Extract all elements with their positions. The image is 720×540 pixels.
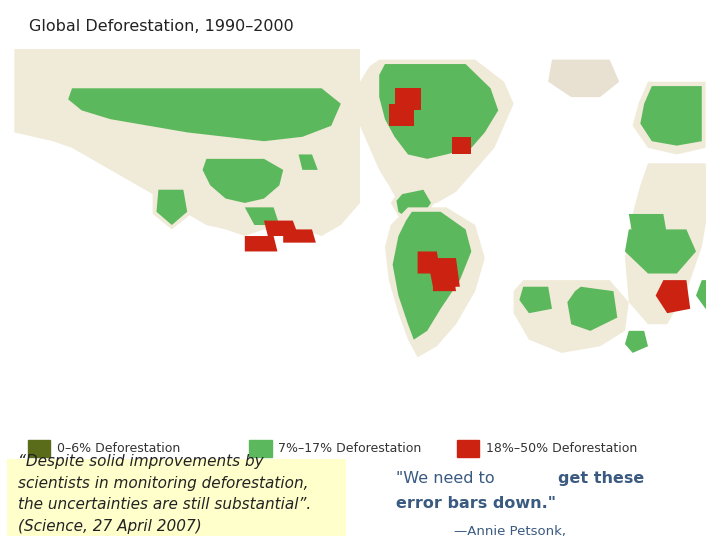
Text: get these: get these	[558, 471, 644, 487]
Polygon shape	[625, 230, 696, 273]
Polygon shape	[418, 252, 441, 273]
Text: 7%–17% Deforestation: 7%–17% Deforestation	[279, 442, 422, 455]
Text: 0–6% Deforestation: 0–6% Deforestation	[58, 442, 181, 455]
Polygon shape	[433, 265, 456, 291]
Polygon shape	[202, 159, 283, 203]
Polygon shape	[299, 154, 318, 170]
Polygon shape	[640, 86, 702, 146]
Text: error bars down.": error bars down."	[396, 496, 556, 511]
Polygon shape	[696, 280, 719, 309]
Polygon shape	[633, 82, 706, 154]
Text: "We need to: "We need to	[396, 471, 500, 487]
Polygon shape	[245, 207, 279, 225]
Bar	[7, 459, 346, 536]
Polygon shape	[153, 185, 191, 230]
Polygon shape	[283, 230, 316, 242]
Text: 18%–50% Deforestation: 18%–50% Deforestation	[486, 442, 637, 455]
Polygon shape	[452, 137, 472, 154]
Polygon shape	[629, 214, 667, 236]
Polygon shape	[264, 221, 299, 236]
Polygon shape	[427, 258, 460, 287]
Polygon shape	[379, 64, 498, 159]
Polygon shape	[14, 49, 360, 236]
Polygon shape	[385, 207, 485, 357]
Text: “Despite solid improvements by
scientists in monitoring deforestation,
the uncer: “Despite solid improvements by scientist…	[18, 454, 311, 534]
Polygon shape	[68, 88, 341, 141]
Text: Global Deforestation, 1990–2000: Global Deforestation, 1990–2000	[29, 19, 294, 34]
Bar	[249, 440, 271, 457]
Polygon shape	[397, 190, 431, 218]
Bar	[28, 440, 50, 457]
Polygon shape	[513, 280, 629, 353]
Polygon shape	[625, 163, 709, 324]
Polygon shape	[656, 280, 690, 313]
Polygon shape	[156, 190, 187, 225]
Polygon shape	[567, 287, 617, 331]
Polygon shape	[392, 212, 472, 340]
Polygon shape	[245, 236, 277, 252]
Polygon shape	[395, 88, 421, 110]
Polygon shape	[356, 59, 513, 207]
Polygon shape	[625, 331, 648, 353]
Text: —Annie Petsonk,
Environmental Defense: —Annie Petsonk, Environmental Defense	[454, 525, 610, 540]
Bar	[456, 440, 479, 457]
Polygon shape	[391, 185, 437, 221]
Polygon shape	[548, 59, 619, 97]
Polygon shape	[519, 287, 552, 313]
Polygon shape	[389, 104, 414, 126]
